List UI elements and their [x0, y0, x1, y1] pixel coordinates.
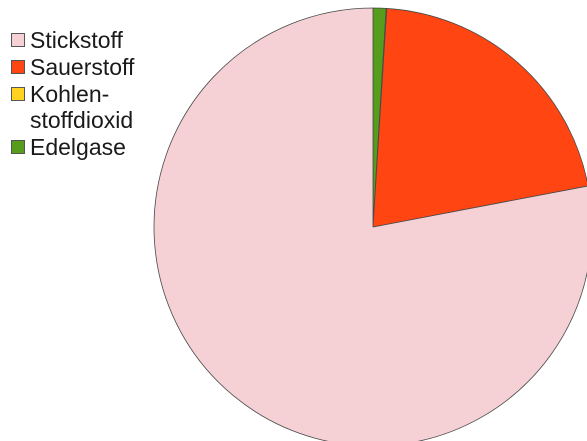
legend-swatch-sauerstoff [11, 60, 25, 74]
chart-legend: Stickstoff Sauerstoff Kohlen- stoffdioxi… [11, 27, 181, 161]
legend-swatch-edelgase [11, 140, 25, 154]
legend-swatch-kohlenstoffdioxid [11, 87, 25, 101]
pie-slice-sauerstoff [372, 8, 587, 228]
legend-label-stickstoff: Stickstoff [30, 27, 123, 53]
legend-item-kohlenstoffdioxid: Kohlen- stoffdioxid [11, 81, 181, 133]
legend-label-kohlenstoffdioxid: Kohlen- stoffdioxid [30, 81, 134, 133]
legend-item-edelgase: Edelgase [11, 134, 181, 160]
legend-label-edelgase: Edelgase [30, 134, 126, 160]
pie-slice-stickstoff [153, 7, 587, 441]
legend-item-stickstoff: Stickstoff [11, 27, 181, 53]
legend-label-sauerstoff: Sauerstoff [30, 54, 135, 80]
legend-swatch-stickstoff [11, 33, 25, 47]
legend-item-sauerstoff: Sauerstoff [11, 54, 181, 80]
